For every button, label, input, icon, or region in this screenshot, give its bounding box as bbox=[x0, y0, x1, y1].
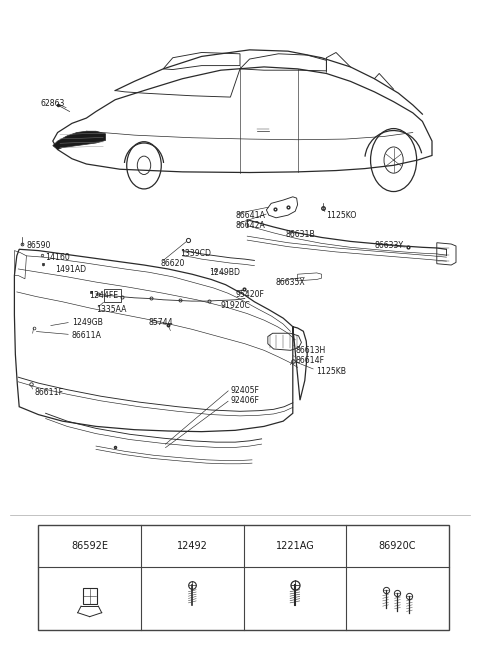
Text: 86620: 86620 bbox=[161, 259, 185, 268]
Text: 86592E: 86592E bbox=[71, 541, 108, 551]
Text: 95420F: 95420F bbox=[235, 290, 264, 299]
Text: 86613H: 86613H bbox=[295, 346, 325, 355]
Text: 85744: 85744 bbox=[149, 318, 173, 327]
Text: 86590: 86590 bbox=[26, 241, 51, 250]
Text: 86642A: 86642A bbox=[235, 221, 265, 230]
Polygon shape bbox=[53, 131, 106, 150]
Text: 14160: 14160 bbox=[46, 253, 71, 262]
Text: 92405F: 92405F bbox=[230, 386, 259, 395]
Text: 86611A: 86611A bbox=[72, 331, 102, 340]
Text: 1335AA: 1335AA bbox=[96, 305, 126, 314]
Text: 86920C: 86920C bbox=[379, 541, 416, 551]
Text: 1491AD: 1491AD bbox=[55, 265, 86, 274]
Text: 1125KB: 1125KB bbox=[316, 367, 346, 376]
Text: 1125KO: 1125KO bbox=[326, 211, 357, 220]
Text: 86614F: 86614F bbox=[295, 356, 324, 365]
Text: 86633Y: 86633Y bbox=[374, 241, 404, 250]
Text: 91920C: 91920C bbox=[221, 300, 251, 310]
Text: 1244FE: 1244FE bbox=[89, 291, 118, 300]
Text: 62863: 62863 bbox=[41, 99, 65, 108]
Text: 1249GB: 1249GB bbox=[72, 318, 103, 327]
Text: 86635X: 86635X bbox=[276, 278, 306, 287]
Text: 86611F: 86611F bbox=[35, 388, 63, 397]
Text: 86641A: 86641A bbox=[235, 211, 265, 220]
Text: 1249BD: 1249BD bbox=[209, 268, 240, 277]
Text: 1339CD: 1339CD bbox=[180, 249, 211, 258]
Text: 1221AG: 1221AG bbox=[276, 541, 314, 551]
Text: 12492: 12492 bbox=[177, 541, 208, 551]
Text: 86631B: 86631B bbox=[286, 230, 315, 239]
Text: 92406F: 92406F bbox=[230, 396, 259, 405]
